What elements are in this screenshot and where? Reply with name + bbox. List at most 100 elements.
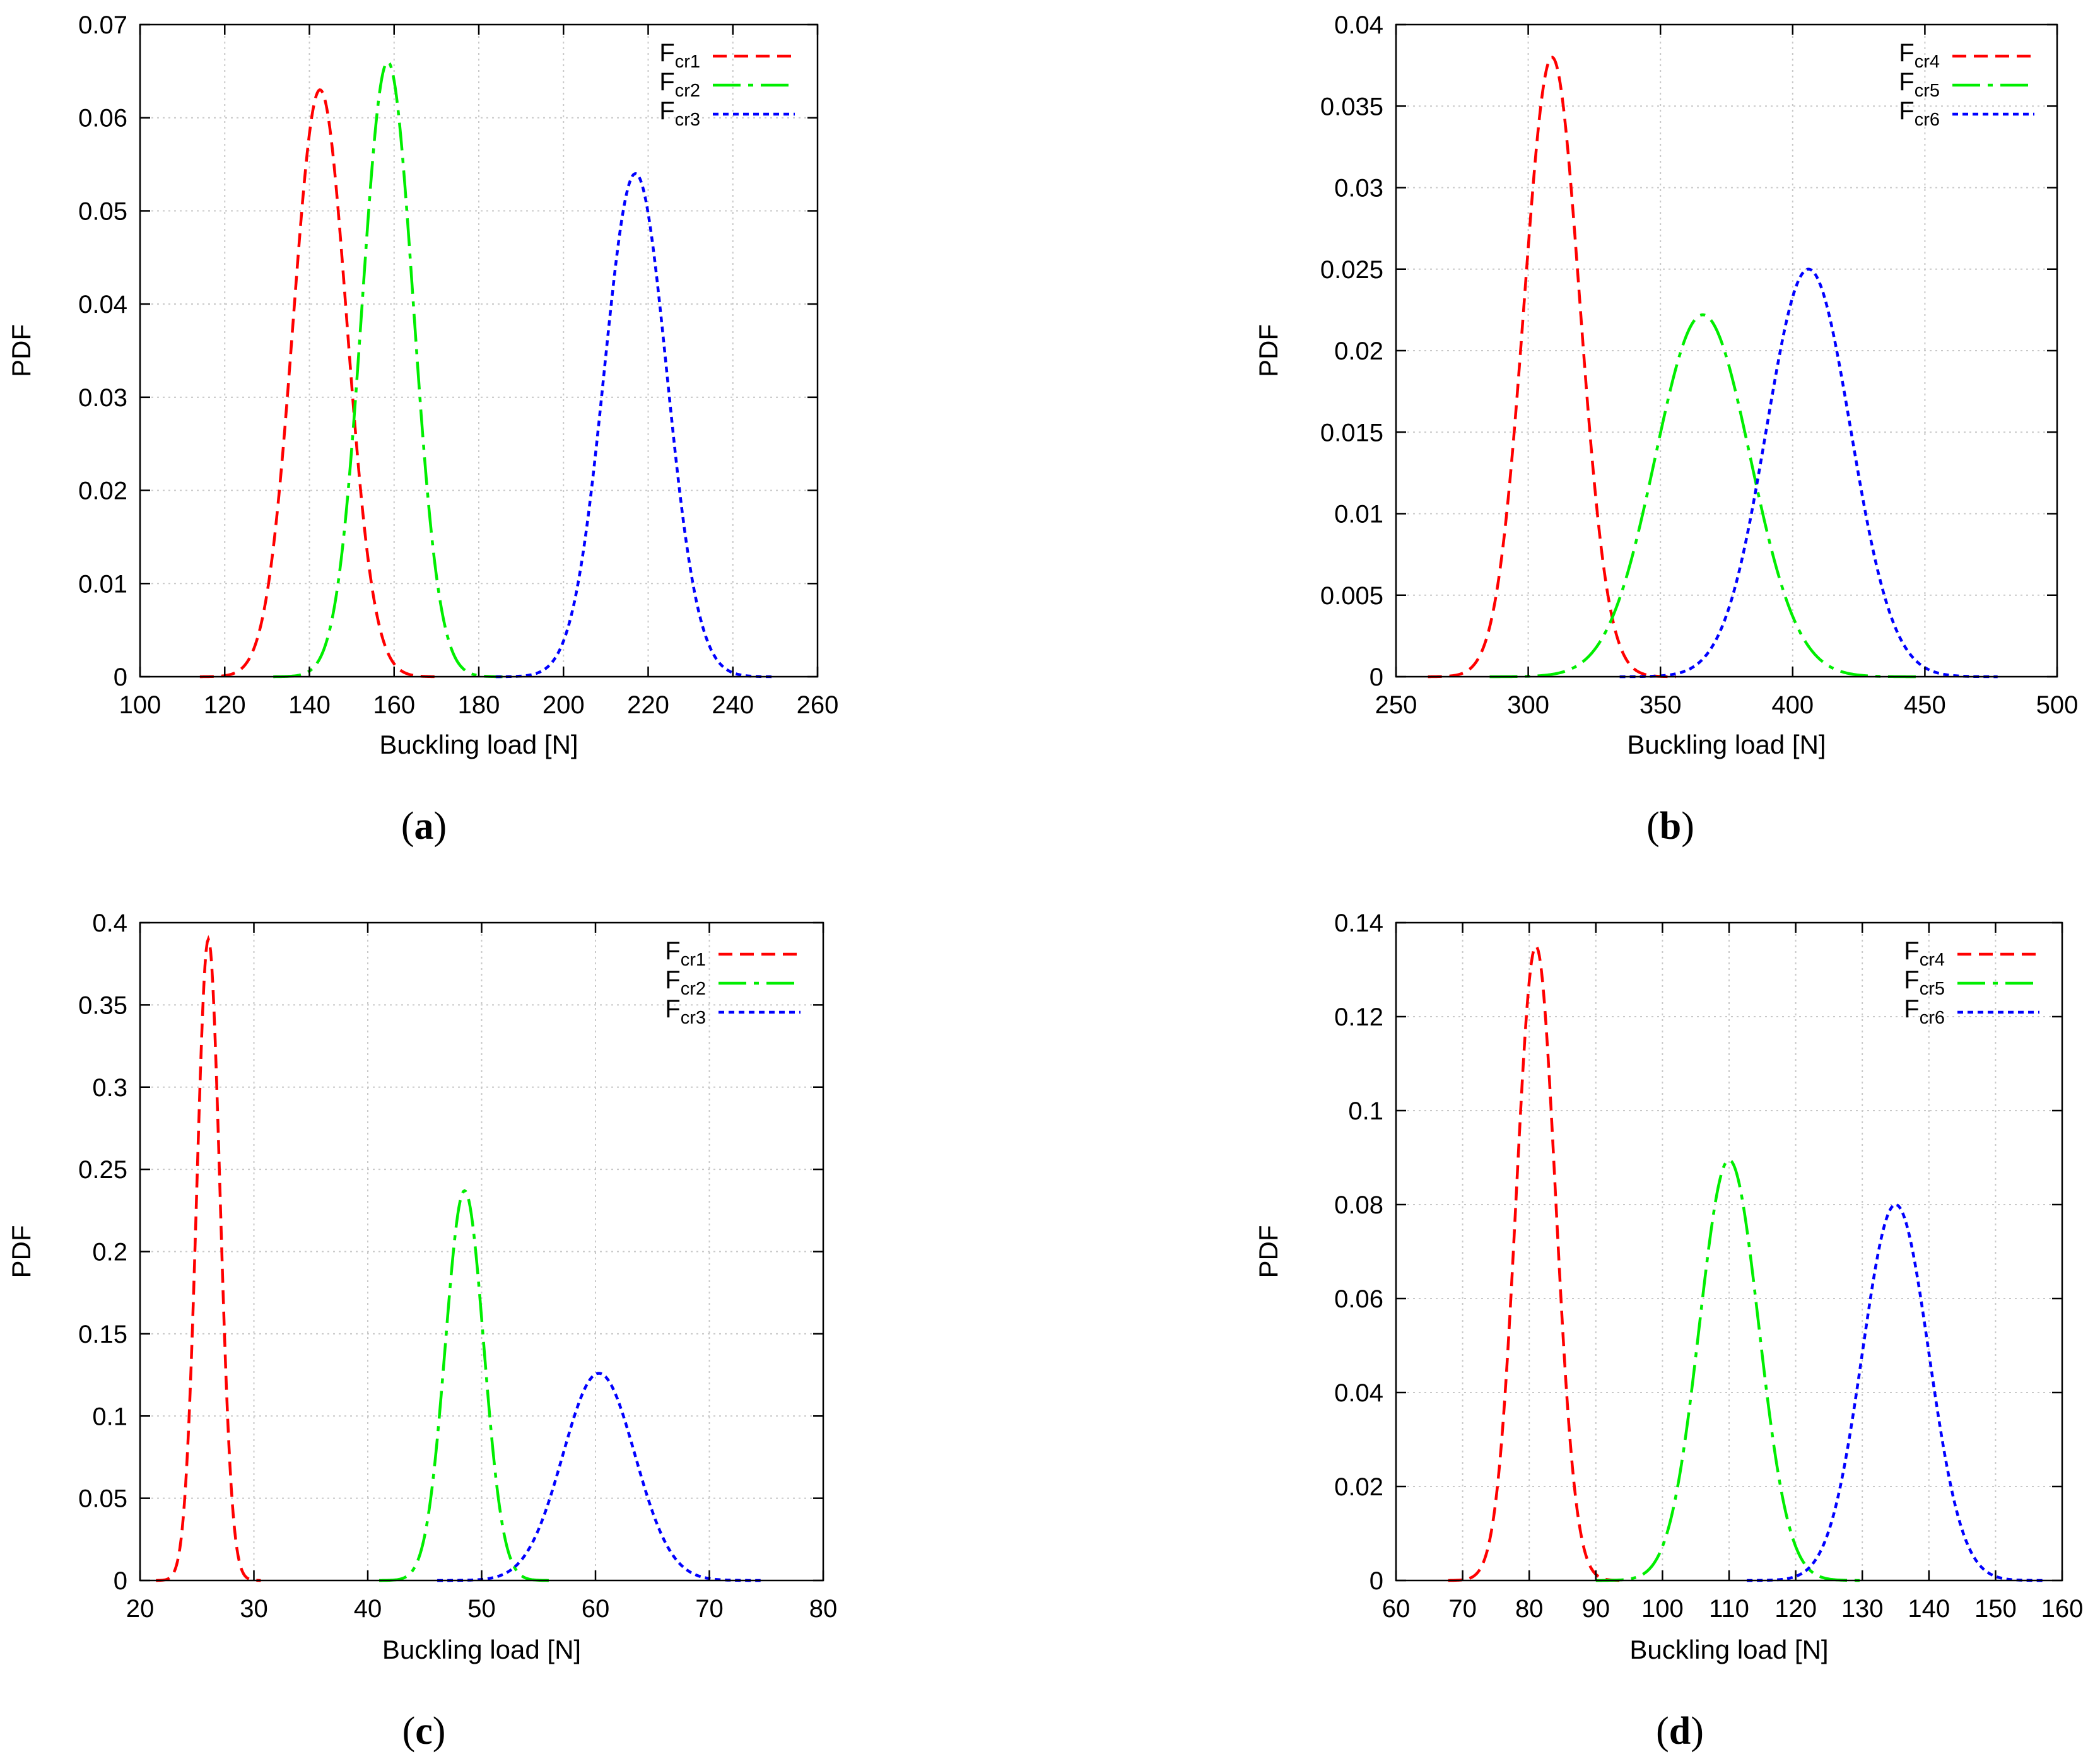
y-tick-label: 0.04	[1334, 1379, 1383, 1407]
x-tick-label: 140	[288, 691, 331, 719]
legend-label-fcr6: Fcr6	[1899, 97, 1940, 130]
series-line-fcr1	[156, 935, 261, 1582]
x-tick-label: 240	[712, 691, 754, 719]
x-tick-label: 450	[1904, 691, 1946, 719]
panel-caption: (a)	[401, 805, 447, 848]
x-tick-label: 50	[467, 1595, 496, 1623]
x-tick-label: 250	[1375, 691, 1417, 719]
x-tick-label: 180	[458, 691, 500, 719]
y-axis-label: PDF	[6, 324, 36, 377]
y-tick-label: 0.04	[78, 291, 127, 318]
legend-label-fcr1: Fcr1	[665, 937, 706, 970]
y-tick-label: 0.25	[78, 1156, 127, 1184]
legend-label-fcr4: Fcr4	[1899, 39, 1940, 72]
y-tick-label: 0.01	[78, 570, 127, 598]
y-tick-label: 0.15	[78, 1321, 127, 1348]
x-tick-label: 100	[1641, 1595, 1684, 1623]
legend-label-fcr1: Fcr1	[659, 39, 700, 72]
x-tick-label: 140	[1908, 1595, 1950, 1623]
x-tick-label: 70	[1448, 1595, 1477, 1623]
x-tick-label: 160	[2041, 1595, 2084, 1623]
legend-label-fcr4: Fcr4	[1904, 937, 1945, 970]
y-tick-label: 0.02	[1334, 337, 1383, 365]
y-tick-label: 0.05	[78, 197, 127, 225]
series-line-fcr4	[1428, 55, 1676, 679]
x-tick-label: 60	[582, 1595, 610, 1623]
y-tick-label: 0.14	[1334, 909, 1383, 937]
y-tick-label: 0.4	[92, 909, 127, 937]
y-tick-label: 0.01	[1334, 501, 1383, 529]
x-tick-label: 120	[204, 691, 246, 719]
y-tick-label: 0.025	[1320, 256, 1383, 284]
x-tick-label: 90	[1582, 1595, 1610, 1623]
y-tick-label: 0	[114, 1567, 127, 1595]
y-tick-label: 0.05	[78, 1485, 127, 1513]
series-line-fcr6	[1619, 267, 1998, 679]
x-tick-label: 20	[126, 1595, 155, 1623]
y-tick-label: 0.07	[78, 11, 127, 39]
y-tick-label: 0.06	[1334, 1285, 1383, 1313]
x-tick-label: 300	[1507, 691, 1549, 719]
x-tick-label: 160	[373, 691, 415, 719]
y-axis-label: PDF	[1253, 324, 1283, 377]
y-tick-label: 0	[1370, 1567, 1383, 1595]
plot-frame	[1395, 921, 2063, 1582]
x-tick-label: 260	[797, 691, 839, 719]
x-tick-label: 350	[1640, 691, 1682, 719]
x-tick-label: 200	[543, 691, 585, 719]
y-tick-label: 0.04	[1334, 11, 1383, 39]
x-tick-label: 30	[240, 1595, 268, 1623]
y-tick-label: 0.12	[1334, 1003, 1383, 1031]
y-tick-label: 0.35	[78, 991, 127, 1019]
x-tick-label: 150	[1974, 1595, 2017, 1623]
y-tick-label: 0.015	[1320, 419, 1383, 447]
x-axis-label: Buckling load [N]	[379, 730, 578, 759]
x-axis-label: Buckling load [N]	[1627, 730, 1826, 759]
y-tick-label: 0.005	[1320, 582, 1383, 610]
legend-label-fcr6: Fcr6	[1904, 995, 1945, 1028]
x-tick-label: 120	[1774, 1595, 1817, 1623]
chart-panel-a: 100 120 140 160 180 200 220 240 260 0 0.01 0.02 0.03…	[6, 11, 838, 848]
y-tick-label: 0.2	[92, 1239, 127, 1266]
chart-panel-b: 250 300 350 400 450 500 0 0.005 0.01 0.015 0.02 0.0…	[1253, 11, 2078, 848]
x-tick-label: 500	[2036, 691, 2079, 719]
series-line-fcr2	[273, 60, 503, 679]
x-tick-label: 130	[1841, 1595, 1884, 1623]
panel-caption: (b)	[1646, 805, 1694, 848]
x-tick-label: 400	[1771, 691, 1814, 719]
x-tick-label: 80	[809, 1595, 838, 1623]
y-tick-label: 0.035	[1320, 93, 1383, 120]
chart-panel-d: 60 70 80 90 100 110 120 130 140 150 160 0 0.02 0.04 0.…	[1253, 909, 2083, 1753]
legend-label-fcr3: Fcr3	[659, 97, 700, 130]
x-tick-label: 100	[119, 691, 161, 719]
x-tick-label: 80	[1515, 1595, 1544, 1623]
legend-label-fcr3: Fcr3	[665, 995, 706, 1028]
y-tick-label: 0.08	[1334, 1191, 1383, 1219]
y-tick-label: 0.02	[1334, 1473, 1383, 1501]
y-axis-label: PDF	[1253, 1225, 1283, 1278]
x-tick-label: 70	[695, 1595, 724, 1623]
y-tick-label: 0.02	[78, 477, 127, 505]
series-line-fcr2	[379, 1189, 550, 1582]
x-tick-label: 220	[627, 691, 669, 719]
x-axis-label: Buckling load [N]	[1629, 1635, 1828, 1664]
y-tick-label: 0.03	[1334, 175, 1383, 202]
y-tick-label: 0.06	[78, 105, 127, 132]
panel-caption: (d)	[1656, 1710, 1704, 1753]
series-line-fcr3	[495, 172, 776, 679]
y-tick-label: 0.3	[92, 1074, 127, 1102]
y-tick-label: 0.03	[78, 384, 127, 412]
x-tick-label: 40	[354, 1595, 382, 1623]
y-tick-label: 0.1	[1348, 1097, 1383, 1125]
x-axis-label: Buckling load [N]	[382, 1635, 581, 1664]
panel-caption: (c)	[402, 1710, 446, 1753]
series-line-fcr1	[199, 88, 441, 679]
y-tick-label: 0.1	[92, 1403, 127, 1430]
y-tick-label: 0	[114, 663, 127, 691]
series-line-fcr5	[1595, 1158, 1863, 1582]
chart-panel-c: 20 30 40 50 60 70 80 0 0.05 0.1 0.15 0.2 0.25 0.3 0.35…	[6, 909, 837, 1753]
